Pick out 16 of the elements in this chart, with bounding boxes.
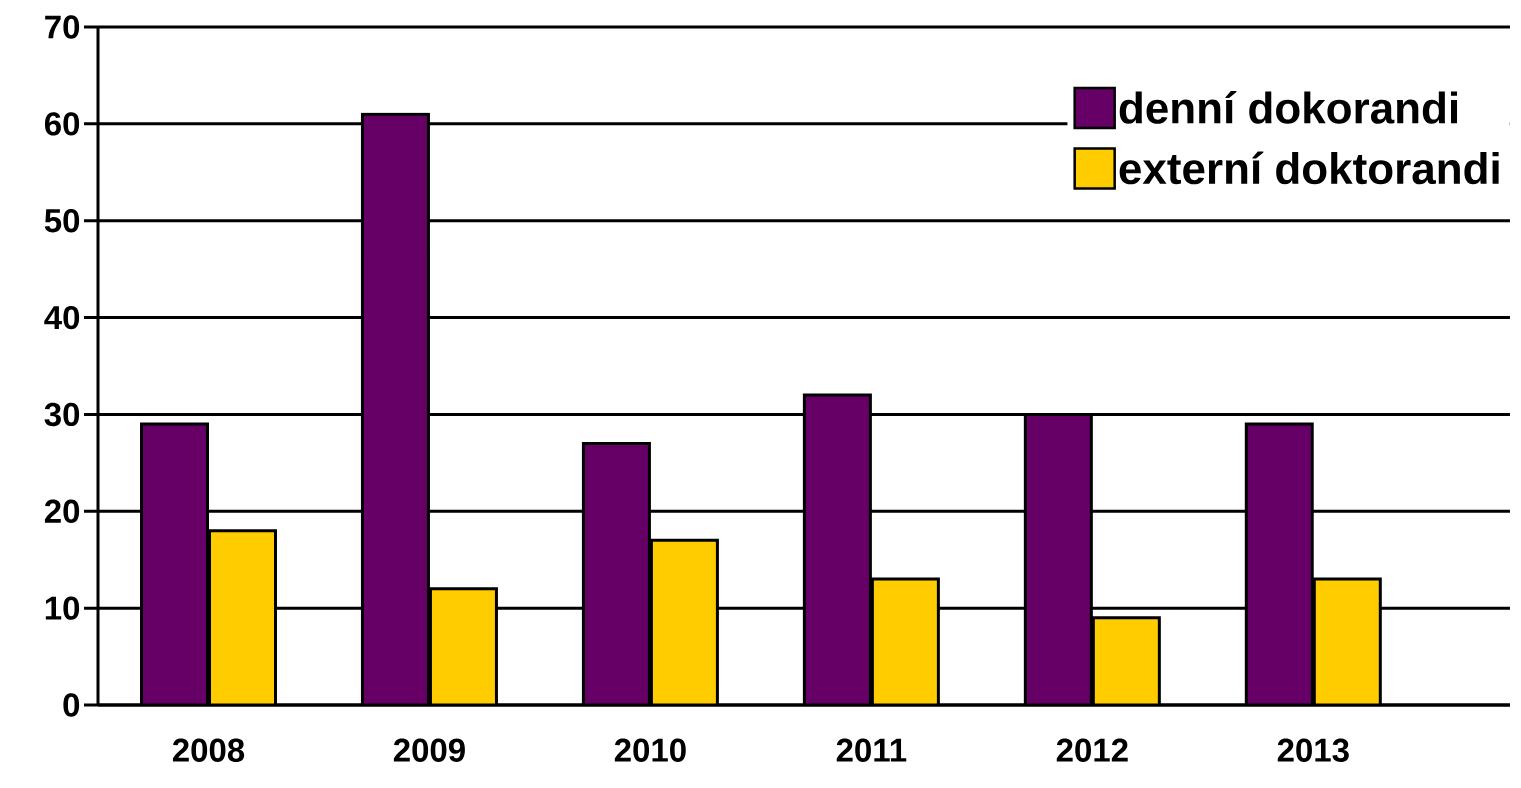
x-tick-label: 2011 — [836, 738, 907, 762]
y-tick-label: 40 — [44, 305, 80, 330]
legend-label: denní dokorandi — [1119, 91, 1458, 124]
legend-label: externí doktorandi — [1119, 151, 1499, 185]
y-tick-label: 70 — [45, 15, 80, 39]
x-tick-label: 2008 — [172, 738, 245, 762]
x-tick-label: 2010 — [614, 738, 686, 762]
y-tick-label: 10 — [45, 596, 80, 620]
x-tick-label: 2012 — [1056, 738, 1128, 762]
y-tick-label: 60 — [44, 112, 80, 136]
y-tick-label: 30 — [44, 402, 80, 427]
y-tick-label: 0 — [63, 693, 80, 717]
y-tick-label: 50 — [44, 209, 80, 233]
x-tick-label: 2013 — [1277, 738, 1349, 762]
x-tick-label: 2009 — [393, 738, 465, 762]
y-tick-label: 20 — [44, 499, 80, 523]
